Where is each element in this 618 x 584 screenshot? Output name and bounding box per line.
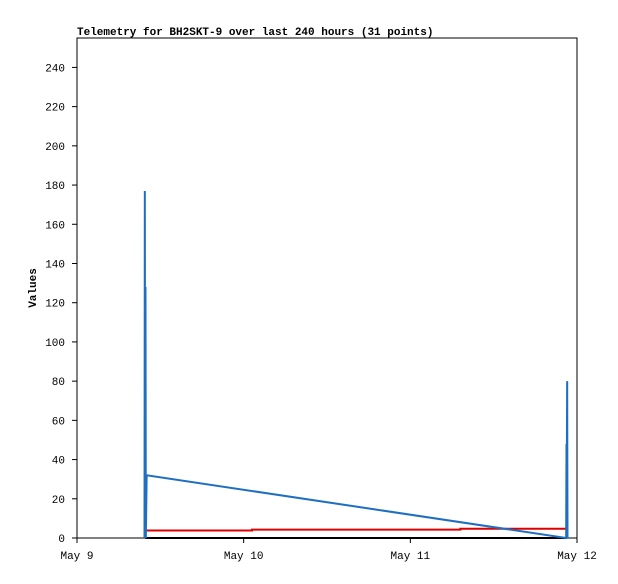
y-axis-label: Values [28,268,40,308]
chart-title: Telemetry for BH2SKT-9 over last 240 hou… [77,27,433,39]
y-tick-label: 200 [45,142,65,154]
y-tick-label: 160 [45,220,65,232]
y-tick-label: 100 [45,338,65,350]
y-tick-label: 0 [58,534,65,546]
x-tick-label: May 11 [391,551,431,563]
y-tick-label: 20 [52,495,65,507]
y-tick-label: 180 [45,181,65,193]
y-tick-label: 40 [52,456,65,468]
y-tick-label: 140 [45,259,65,271]
y-tick-label: 220 [45,103,65,115]
x-tick-label: May 9 [60,551,93,563]
series-line [145,527,567,532]
y-tick-label: 120 [45,299,65,311]
x-tick-label: May 10 [224,551,264,563]
x-tick-label: May 12 [557,551,597,563]
y-tick-label: 80 [52,377,65,389]
y-tick-label: 240 [45,63,65,75]
plot-frame [76,37,578,539]
y-tick-label: 60 [52,416,65,428]
series-line [143,190,569,540]
